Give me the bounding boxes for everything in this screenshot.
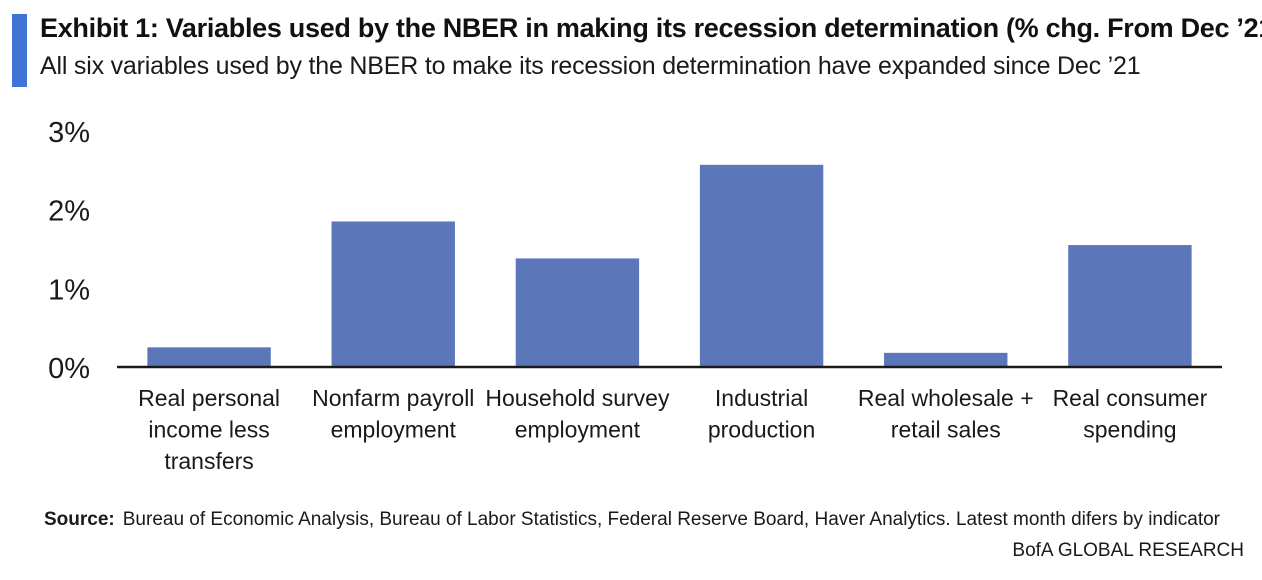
x-tick-label: Real consumer spending — [1053, 385, 1208, 443]
bar-chart: 0% 1% 2% 3% Real personal income less transfe… — [48, 117, 1222, 474]
y-axis-ticks: 0% 1% 2% 3% — [48, 117, 90, 385]
x-tick-label: Real personal income less transfers — [138, 385, 280, 474]
chart-subtitle: All six variables used by the NBER to ma… — [40, 52, 1141, 80]
x-axis-labels: Real personal income less transfers Nonfarm… — [138, 385, 1207, 474]
brand-label: BofA GLOBAL RESEARCH — [1012, 540, 1244, 561]
source-text: Bureau of Economic Analysis, Bureau of L… — [122, 509, 1221, 530]
bar — [331, 221, 455, 367]
y-tick-label: 0% — [48, 353, 90, 385]
x-tick-label: Industrial production — [708, 385, 815, 443]
chart-title: Exhibit 1: Variables used by the NBER in… — [40, 13, 1262, 43]
x-tick-label: Nonfarm payroll employment — [312, 385, 474, 443]
y-tick-label: 2% — [48, 196, 90, 228]
bar — [515, 258, 640, 367]
x-tick-label: Household survey employment — [485, 385, 670, 443]
bar — [699, 164, 824, 367]
source-note: Source: Bureau of Economic Analysis, Bure… — [44, 509, 1220, 531]
y-tick-label: 3% — [48, 117, 90, 149]
bar — [884, 352, 1008, 367]
bars-group — [147, 164, 1192, 367]
x-tick-label: Real wholesale + retail sales — [858, 385, 1034, 443]
bar — [147, 347, 271, 367]
source-label: Source: — [44, 509, 115, 530]
title-accent-bar — [12, 14, 27, 87]
y-tick-label: 1% — [48, 274, 90, 306]
bar — [1068, 245, 1192, 367]
